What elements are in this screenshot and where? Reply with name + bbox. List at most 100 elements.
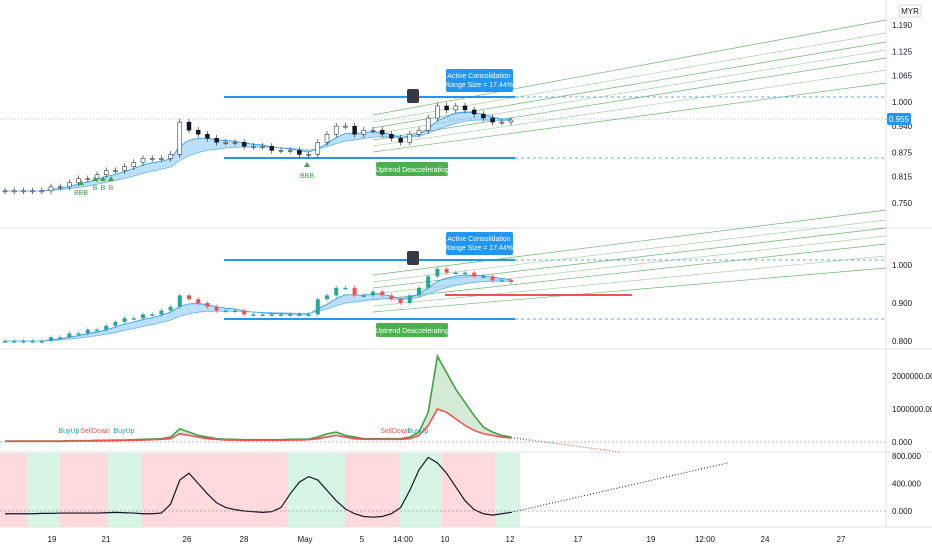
- price-tick-label: 0.800: [892, 337, 913, 346]
- candle-main-body: [425, 117, 431, 131]
- fan-line: [372, 255, 887, 307]
- candle-secondary-body: [150, 314, 155, 316]
- candle-secondary-body: [490, 276, 495, 281]
- time-tick-label: 26: [183, 535, 192, 544]
- candle-main-body: [113, 170, 118, 172]
- fan-line: [372, 209, 887, 276]
- candle-main-body: [223, 142, 229, 144]
- event-marker[interactable]: [407, 89, 419, 103]
- uptrend-box[interactable]: [376, 162, 448, 176]
- candle-secondary-body: [380, 291, 385, 296]
- price-tick-label: 0.940: [892, 122, 913, 131]
- candle-main-body: [177, 121, 183, 155]
- candle-secondary-body: [463, 272, 467, 275]
- trend-fan-secondary: [372, 209, 887, 313]
- candle-main-body: [315, 142, 321, 155]
- uptrend-box[interactable]: [376, 323, 448, 337]
- volume-down-line: [5, 408, 512, 443]
- time-axis[interactable]: 19 21 26 28 May 5 14:00 10 12 17 19 12:00 24 27: [48, 535, 846, 544]
- fan-line: [372, 57, 887, 141]
- consolidation-box[interactable]: [446, 232, 513, 255]
- candle-main-body: [39, 190, 45, 193]
- signal-band: [108, 453, 142, 527]
- buy-up-signal: BuyUp: [407, 428, 428, 435]
- candle-secondary-body: [499, 280, 504, 282]
- signal-band: [200, 453, 288, 527]
- candle-main-body: [407, 133, 413, 143]
- consolidation-box[interactable]: [446, 69, 513, 92]
- buy-arrow: [100, 176, 106, 181]
- consolidation-label-2: (Range Size = 17.44%): [443, 82, 516, 89]
- candle-secondary-body: [113, 322, 118, 326]
- candle-main-body: [453, 105, 459, 111]
- candle-secondary-body: [3, 341, 7, 343]
- candle-secondary-body: [187, 295, 191, 300]
- candle-secondary-body: [67, 333, 72, 338]
- time-tick-label: 24: [761, 535, 770, 544]
- candle-secondary-body: [104, 325, 109, 330]
- price-tick-label: 1000000.000: [892, 405, 932, 414]
- consolidation-label-2: (Range Size = 17.44%): [443, 245, 516, 252]
- candle-main-body: [2, 190, 8, 193]
- candle-secondary-body: [95, 329, 99, 332]
- candle-main-body: [508, 119, 514, 123]
- signal-band: [27, 453, 60, 527]
- candle-secondary-body: [398, 299, 403, 303]
- candle-main-body: [324, 133, 330, 143]
- volume-projection: [510, 436, 621, 453]
- signal-band: [142, 453, 200, 527]
- candle-main-body: [57, 186, 63, 189]
- buy-up-signal: BuyUp: [58, 428, 79, 435]
- sell-down-signal: SellDown: [80, 428, 110, 435]
- candle-main-body: [159, 158, 164, 160]
- candle-secondary-body: [251, 314, 256, 316]
- candle-main-body: [186, 121, 192, 131]
- time-tick-label: 10: [441, 535, 450, 544]
- candle-main-body: [241, 142, 247, 147]
- price-tick-label: 0.815: [892, 173, 913, 182]
- fan-line: [372, 219, 887, 283]
- buy-signal: B: [101, 185, 106, 192]
- candle-secondary-body: [361, 295, 366, 297]
- candle-main-body: [352, 125, 357, 135]
- price-axis[interactable]: 1.190 1.125 1.065 1.000 0.940 0.875 0.815 0.750…: [892, 21, 932, 516]
- candle-main-body: [122, 166, 127, 171]
- current-price-tag[interactable]: [887, 113, 911, 125]
- time-tick-label: May: [297, 535, 312, 544]
- time-tick-label: 27: [837, 535, 846, 544]
- candle-main-body: [103, 170, 109, 175]
- ema-ribbon-main: [5, 111, 512, 192]
- candle-secondary-body: [214, 306, 219, 311]
- signal-band: [0, 453, 27, 527]
- candle-secondary-body: [343, 287, 348, 290]
- buy-arrow: [78, 180, 84, 185]
- candle-main-body: [232, 142, 238, 144]
- price-tick-label: 0.875: [892, 148, 913, 157]
- price-tick-label: 1.000: [892, 98, 913, 107]
- time-tick-label: 5: [360, 535, 365, 544]
- uptrend-label: Uptrend Deaccelerating: [375, 328, 449, 335]
- fan-line: [372, 267, 887, 313]
- candle-main-body: [11, 190, 17, 193]
- candle-secondary-body: [159, 310, 164, 315]
- candles-main: [2, 102, 514, 195]
- candle-secondary-body: [168, 306, 173, 311]
- candle-secondary-body: [177, 295, 182, 307]
- time-tick-label: 12:00: [695, 535, 716, 544]
- candle-secondary-body: [76, 333, 81, 335]
- currency-badge[interactable]: [898, 4, 922, 18]
- price-tick-label: 1.125: [892, 47, 913, 56]
- candle-main-body: [389, 133, 394, 139]
- candle-main-body: [481, 113, 486, 119]
- price-tick-label: 2000000.000: [892, 372, 932, 381]
- currency-label: MYR: [901, 7, 919, 16]
- candle-main-body: [287, 150, 293, 152]
- candle-secondary-body: [389, 295, 394, 300]
- fan-line: [372, 19, 887, 116]
- candle-secondary-body: [58, 337, 63, 339]
- signal-band: [400, 453, 442, 527]
- price-tick-label: 800.000: [892, 452, 921, 461]
- volume-flow-panel: [0, 353, 886, 453]
- event-marker[interactable]: [407, 251, 419, 265]
